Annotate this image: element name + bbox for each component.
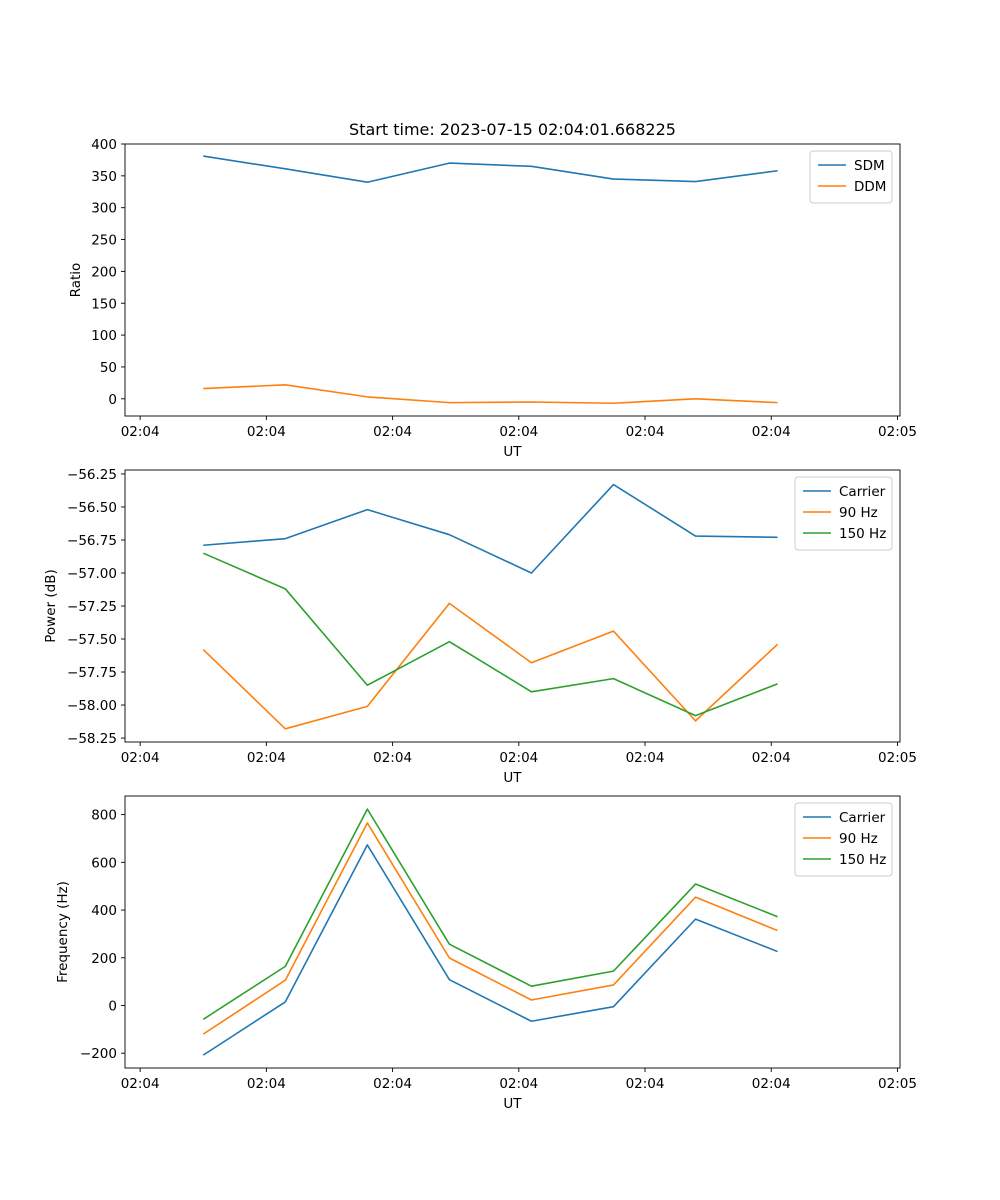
x-tick-label: 02:04 bbox=[247, 424, 286, 440]
x-tick-label: 02:04 bbox=[626, 750, 665, 766]
series-line-90-hz bbox=[202, 602, 779, 730]
series-line-ddm bbox=[203, 383, 778, 405]
y-axis-label: Power (dB) bbox=[43, 569, 59, 642]
y-tick-label: −58.00 bbox=[67, 698, 117, 714]
y-tick-label: 50 bbox=[100, 360, 117, 376]
y-tick-label: 0 bbox=[108, 392, 117, 408]
x-axis-label: UT bbox=[503, 770, 522, 786]
legend-label: 150 Hz bbox=[839, 526, 886, 542]
x-tick-label: 02:04 bbox=[373, 750, 412, 766]
y-tick-label: 400 bbox=[91, 137, 117, 153]
x-tick-label: 02:04 bbox=[752, 750, 791, 766]
y-tick-label: 600 bbox=[91, 855, 117, 871]
y-tick-label: −56.75 bbox=[67, 533, 117, 549]
y-tick-label: −57.50 bbox=[67, 632, 117, 648]
y-tick-label: 200 bbox=[91, 264, 117, 280]
y-tick-label: 400 bbox=[91, 903, 117, 919]
x-tick-label: 02:05 bbox=[878, 750, 917, 766]
x-tick-label: 02:04 bbox=[499, 424, 538, 440]
y-tick-label: 300 bbox=[91, 201, 117, 217]
y-tick-label: 100 bbox=[91, 328, 117, 344]
frequency-chart: 02:04 02:04 02:04 02:04 02:04 02:04 02:05 −200 0… bbox=[55, 795, 917, 1112]
y-axis-label: Ratio bbox=[68, 263, 84, 298]
x-tick-label: 02:04 bbox=[247, 750, 286, 766]
x-tick-label: 02:04 bbox=[373, 424, 412, 440]
legend-label: 90 Hz bbox=[839, 505, 878, 521]
y-tick-label: −57.25 bbox=[67, 599, 117, 615]
x-tick-label: 02:04 bbox=[121, 1076, 160, 1092]
x-axis-label: UT bbox=[503, 444, 522, 460]
x-tick-label: 02:04 bbox=[499, 1076, 538, 1092]
legend-label: SDM bbox=[854, 158, 885, 174]
legend-box bbox=[794, 802, 893, 877]
legend-label: Carrier bbox=[839, 484, 886, 500]
y-tick-label: −56.50 bbox=[67, 500, 117, 516]
series-line-90-hz bbox=[202, 822, 778, 1035]
x-axis-label: UT bbox=[503, 1096, 522, 1112]
series-line-150-hz bbox=[202, 808, 778, 1021]
power-plot-area: 02:04 02:04 02:04 02:04 02:04 02:04 02:05 −56.2… bbox=[43, 467, 917, 786]
y-tick-label: 250 bbox=[91, 233, 117, 249]
x-tick-label: 02:04 bbox=[499, 750, 538, 766]
x-tick-label: 02:05 bbox=[878, 1076, 917, 1092]
x-tick-label: 02:04 bbox=[121, 424, 160, 440]
frequency-plot-area: 02:04 02:04 02:04 02:04 02:04 02:04 02:05 −200 0… bbox=[55, 795, 917, 1112]
x-tick-label: 02:04 bbox=[626, 1076, 665, 1092]
legend-box bbox=[794, 476, 893, 551]
legend-label: 150 Hz bbox=[839, 852, 886, 868]
ratio-plot-area: 02:04 02:04 02:04 02:04 02:04 02:04 02:05 0 50 10… bbox=[68, 137, 917, 460]
x-tick-label: 02:04 bbox=[121, 750, 160, 766]
series-line-sdm bbox=[203, 155, 778, 184]
series-line-carrier bbox=[203, 483, 778, 574]
y-tick-label: −56.25 bbox=[67, 467, 117, 483]
power-chart: 02:04 02:04 02:04 02:04 02:04 02:04 02:05 −56.2… bbox=[43, 467, 917, 786]
legend-label: 90 Hz bbox=[839, 831, 878, 847]
y-tick-label: 350 bbox=[91, 169, 117, 185]
y-tick-label: −58.25 bbox=[67, 731, 117, 747]
legend-label: Carrier bbox=[839, 810, 886, 826]
y-tick-label: 800 bbox=[91, 808, 117, 824]
axes-frame bbox=[124, 795, 901, 1069]
y-tick-label: −57.00 bbox=[67, 566, 117, 582]
axes-frame bbox=[124, 143, 901, 417]
series-line-carrier bbox=[202, 844, 778, 1056]
y-axis-label: Frequency (Hz) bbox=[55, 881, 71, 983]
chart-title: Start time: 2023-07-15 02:04:01.668225 bbox=[349, 120, 676, 139]
y-tick-label: 200 bbox=[91, 951, 117, 967]
legend-label: DDM bbox=[854, 179, 886, 195]
x-tick-label: 02:05 bbox=[878, 424, 917, 440]
x-tick-label: 02:04 bbox=[247, 1076, 286, 1092]
x-tick-label: 02:04 bbox=[752, 424, 791, 440]
x-tick-label: 02:04 bbox=[752, 1076, 791, 1092]
ratio-chart: Start time: 2023-07-15 02:04:01.668225 0… bbox=[68, 120, 917, 460]
x-tick-label: 02:04 bbox=[373, 1076, 412, 1092]
x-tick-label: 02:04 bbox=[626, 424, 665, 440]
legend-box bbox=[809, 150, 893, 204]
y-tick-label: 0 bbox=[108, 998, 117, 1014]
y-tick-label: −57.75 bbox=[67, 665, 117, 681]
y-tick-label: −200 bbox=[80, 1046, 117, 1062]
series-line-150-hz bbox=[202, 552, 778, 717]
y-tick-label: 150 bbox=[91, 296, 117, 312]
